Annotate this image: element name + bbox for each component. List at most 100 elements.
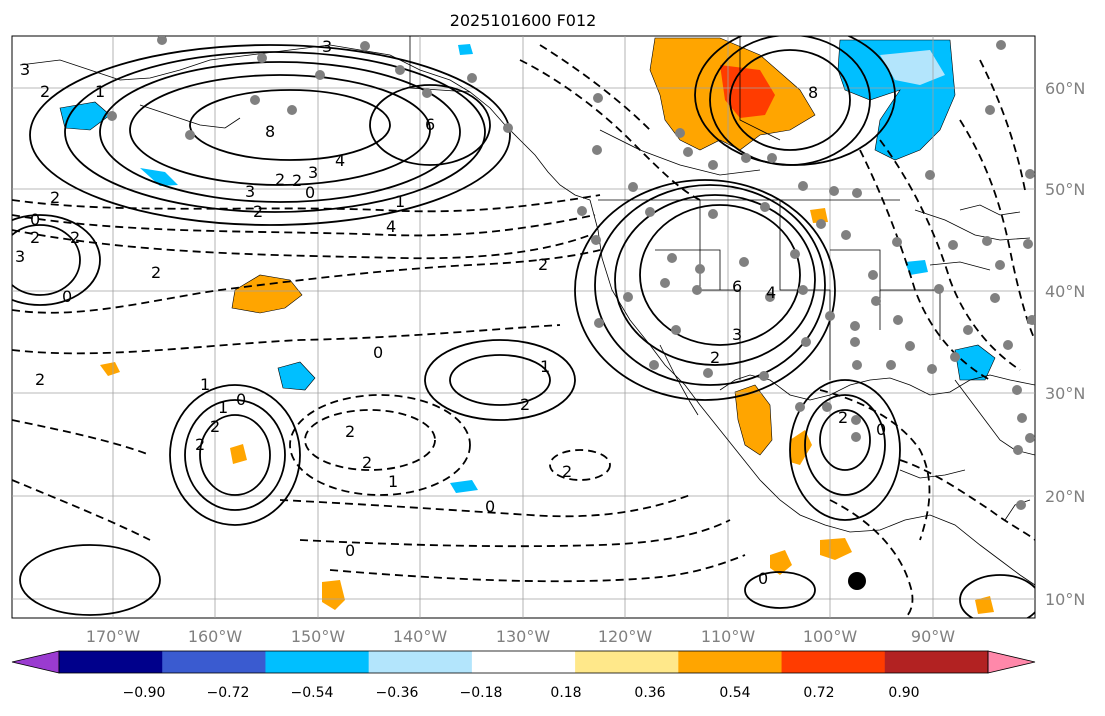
contour-label: 2	[151, 263, 161, 282]
colorbar-tick-label: −0.36	[376, 685, 419, 701]
colorbar-segment	[471, 651, 576, 673]
contour-label: 6	[732, 277, 742, 296]
contour-label: 0	[305, 183, 315, 202]
longitude-labels: 170°W 160°W 150°W 140°W 130°W 120°W 110°…	[86, 627, 955, 646]
contour-label: 2	[30, 228, 40, 247]
lon-label: 170°W	[86, 627, 141, 646]
contour-label: 4	[386, 217, 396, 236]
coastlines	[19, 36, 1035, 586]
contour-label: 2	[520, 395, 530, 414]
shading-blue-gulf	[954, 344, 996, 381]
shading-blue-canada	[837, 39, 956, 161]
colorbar-segment	[265, 651, 370, 673]
lon-label: 130°W	[496, 627, 551, 646]
latitude-labels: 60°N 50°N 40°N 30°N 20°N 10°N	[1045, 79, 1085, 609]
contour-label: 2	[195, 435, 205, 454]
contour-label: 3	[308, 163, 318, 182]
colorbar-tick-label: −0.90	[123, 685, 166, 701]
station-dots	[107, 36, 1035, 510]
contour-label: 2	[253, 202, 263, 221]
lon-label: 120°W	[598, 627, 653, 646]
contour-label: 3	[732, 325, 742, 344]
contour-label: 0	[30, 210, 40, 229]
colorbar-segment	[781, 651, 886, 673]
contour-label: 1	[95, 82, 105, 101]
contour-label: 2	[362, 453, 372, 472]
contour-label: 0	[485, 497, 495, 516]
shading-orange-small5	[975, 596, 994, 614]
contour-label: 0	[62, 287, 72, 306]
contour-label: 1	[218, 398, 228, 417]
lat-label: 10°N	[1045, 590, 1085, 609]
contour-label: 2	[292, 171, 302, 190]
shading-orange-mexico2	[790, 430, 812, 465]
contour-label: 0	[758, 569, 768, 588]
station-dot-large	[848, 572, 866, 590]
colorbar-tick-label: 0.54	[719, 685, 750, 701]
colorbar-tick-label: 0.90	[888, 685, 919, 701]
colorbar-segment	[162, 651, 266, 673]
lat-label: 30°N	[1045, 384, 1085, 403]
colorbar-segment	[59, 651, 163, 673]
lon-label: 100°W	[803, 627, 858, 646]
shading-orange-mexico	[734, 384, 773, 456]
colorbar-segment	[884, 651, 989, 673]
contour-label: 8	[265, 122, 275, 141]
colorbar-tick-label: 0.36	[634, 685, 665, 701]
map-panel: 3 3 2 1 8 6 4 3 2 2 0 2 3 2 1 0 4 2 0 2	[11, 35, 1036, 619]
contour-label: 3	[322, 37, 332, 56]
colorbar-tick-label: −0.18	[460, 685, 503, 701]
contour-label: 1	[395, 192, 405, 211]
colorbar-tick-label: −0.54	[291, 685, 334, 701]
contour-labels: 3 3 2 1 8 6 4 3 2 2 0 2 3 2 1 0 4 2 0 2	[15, 37, 886, 588]
shading-blue-aleutian	[140, 168, 178, 186]
colorbar-tick-label: 0.72	[803, 685, 834, 701]
colorbar-extend-high	[987, 650, 1036, 674]
colorbar-ticks: −0.90 −0.72 −0.54 −0.36 −0.18 0.18 0.36 …	[123, 685, 920, 701]
colorbar-segment	[368, 651, 473, 673]
contour-label: 2	[210, 417, 220, 436]
shading-orange-small4	[810, 208, 828, 223]
contour-label: 2	[710, 348, 720, 367]
lat-label: 60°N	[1045, 79, 1085, 98]
contours-solid	[12, 36, 1035, 618]
colorbar-segment	[678, 651, 783, 673]
contour-label: 2	[562, 462, 572, 481]
shading-orange-south3	[322, 580, 345, 610]
contour-label: 0	[876, 420, 886, 439]
contour-label: 2	[50, 188, 60, 207]
shading-orange-midpacific	[231, 274, 303, 314]
contours-dashed	[12, 44, 1035, 618]
contour-label: 8	[808, 83, 818, 102]
contour-label: 3	[245, 182, 255, 201]
contour-label: 1	[200, 375, 210, 394]
contour-label: 2	[838, 408, 848, 427]
contour-label: 2	[538, 255, 548, 274]
contour-label: 3	[20, 60, 30, 79]
colorbar-tick-label: −0.72	[207, 685, 250, 701]
contour-label: 1	[388, 472, 398, 491]
contour-label: 0	[345, 541, 355, 560]
shading-orange-northwest	[649, 37, 816, 151]
shading-blue-small1	[905, 260, 928, 275]
colorbar-border	[58, 650, 989, 674]
lat-label: 20°N	[1045, 487, 1085, 506]
colorbar-extend-low	[11, 650, 60, 674]
shading-orange-small-w	[100, 362, 120, 376]
lon-label: 160°W	[188, 627, 243, 646]
contour-label: 6	[425, 115, 435, 134]
contour-label: 0	[373, 343, 383, 362]
contour-label: 3	[15, 247, 25, 266]
lon-label: 150°W	[291, 627, 346, 646]
contour-label: 1	[540, 357, 550, 376]
shading-blue-small3	[458, 44, 473, 55]
colorbar-segment	[575, 651, 679, 673]
shading-orange-south2	[820, 538, 852, 560]
colorbar-segments	[11, 650, 1036, 674]
shading-orange-south1	[770, 550, 792, 575]
shading-blue-hawaii-north	[277, 361, 316, 391]
contour-label: 2	[275, 170, 285, 189]
contour-label: 2	[70, 228, 80, 247]
lat-label: 40°N	[1045, 282, 1085, 301]
